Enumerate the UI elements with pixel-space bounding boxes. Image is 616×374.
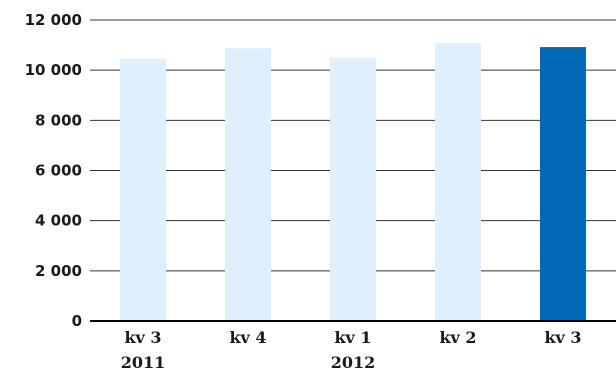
y-tick-label: 4 000: [35, 212, 82, 230]
x-year-label: 2012: [331, 353, 376, 372]
y-tick-label: 10 000: [25, 61, 82, 79]
bar: [435, 43, 481, 322]
bars: [120, 43, 586, 322]
x-axis-labels: kv 3 2011 kv 4 kv 1 2012 kv 2 kv 3: [121, 328, 582, 372]
x-category-label: kv 3: [124, 328, 161, 347]
y-tick-label: 0: [72, 312, 82, 330]
y-axis-tick-labels: 0 2 000 4 000 6 000 8 000 10 000 12 000: [25, 11, 82, 330]
y-tick-label: 6 000: [35, 162, 82, 180]
bar: [540, 47, 586, 322]
bar: [330, 57, 376, 321]
bar: [120, 58, 166, 322]
x-category-label: kv 4: [229, 328, 266, 347]
x-category-label: kv 1: [334, 328, 371, 347]
y-tick-label: 2 000: [35, 262, 82, 280]
y-tick-label: 8 000: [35, 111, 82, 129]
x-category-label: kv 3: [544, 328, 581, 347]
x-category-label: kv 2: [439, 328, 476, 347]
y-tick-label: 12 000: [25, 11, 82, 29]
bar: [225, 48, 271, 321]
x-year-label: 2011: [121, 353, 166, 372]
